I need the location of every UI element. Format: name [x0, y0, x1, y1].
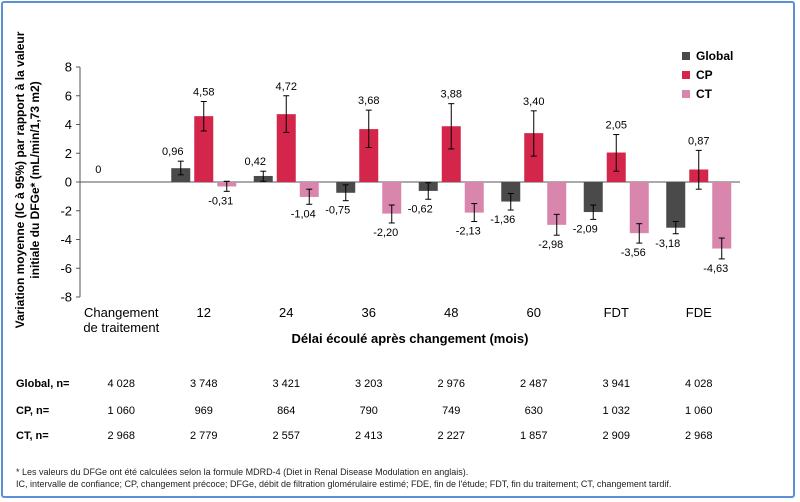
data-label: -2,20	[373, 227, 398, 239]
data-label: -4,63	[703, 263, 728, 275]
x-tick-label: FDT	[604, 305, 629, 320]
n-cell: 2 413	[354, 430, 383, 442]
n-cell: 3 203	[354, 378, 383, 390]
n-row-ct: CT, n= 2 968 2 779 2 557 2 413 2 227 1 857 2 9…	[0, 430, 800, 444]
bar-cp	[441, 126, 461, 182]
n-cell: 969	[194, 405, 213, 417]
data-label: 0	[95, 164, 101, 176]
bar-ct	[547, 182, 567, 225]
data-label: 0,87	[688, 135, 709, 147]
y-tick-label: -2	[60, 203, 72, 218]
footnote-line-2: IC, intervalle de confiance; CP, changem…	[16, 479, 672, 489]
data-label: -3,18	[655, 238, 680, 250]
x-tick-label: 48	[444, 305, 458, 320]
data-label: -0,75	[325, 205, 350, 217]
footnote-line-1: * Les valeurs du DFGe ont été calculées …	[16, 467, 469, 477]
n-cell: 2 909	[602, 430, 631, 442]
n-cell: 4 028	[684, 378, 713, 390]
n-cell: 790	[359, 405, 378, 417]
n-cell: 1 060	[107, 405, 136, 417]
data-label: 3,68	[358, 95, 379, 107]
y-tick-label: 2	[65, 146, 72, 161]
x-tick-label: 24	[279, 305, 293, 320]
n-row-label: CT, n=	[16, 430, 49, 442]
data-label: -1,36	[490, 214, 515, 226]
data-label: 2,05	[606, 120, 627, 132]
y-tick-label: -6	[60, 261, 72, 276]
y-tick-label: 8	[65, 60, 72, 75]
data-label: -1,04	[291, 208, 316, 220]
x-tick-label: 60	[527, 305, 541, 320]
bar-cp	[194, 116, 214, 182]
data-label: 0,42	[245, 156, 266, 168]
x-tick-label: FDE	[686, 305, 712, 320]
n-row-label: Global, n=	[16, 378, 70, 390]
n-cell: 3 941	[602, 378, 631, 390]
bar-ct	[629, 182, 649, 234]
data-label: -2,13	[456, 226, 481, 238]
legend-swatch-global	[682, 52, 690, 60]
n-cell: 1 857	[519, 430, 548, 442]
n-cell: 2 968	[684, 430, 713, 442]
data-label: -2,98	[538, 239, 563, 251]
data-label: -0,31	[208, 195, 233, 207]
x-tick-label: Changement	[84, 305, 159, 320]
bar-cp	[524, 133, 544, 182]
n-cell: 864	[277, 405, 296, 417]
n-row-label: CP, n=	[16, 405, 50, 417]
n-cell: 4 028	[107, 378, 136, 390]
x-tick-label: de traitement	[83, 320, 159, 335]
data-label: 0,96	[162, 146, 183, 158]
bar-ct	[382, 182, 402, 214]
bar-ct	[464, 182, 484, 213]
y-tick-label: -8	[60, 290, 72, 305]
y-tick-label: 4	[65, 117, 72, 132]
n-cell: 3 748	[189, 378, 218, 390]
data-label: 3,88	[441, 89, 462, 101]
legend-label-ct: CT	[696, 87, 713, 101]
n-cell: 1 060	[684, 405, 713, 417]
bar-global	[501, 182, 521, 202]
n-row-cp: CP, n= 1 060 969 864 790 749 630 1 032 1 060	[0, 405, 800, 419]
x-axis-title: Délai écoulé après changement (mois)	[292, 331, 529, 346]
data-label: -2,09	[573, 223, 598, 235]
legend-label-cp: CP	[696, 68, 713, 82]
data-label: -0,62	[408, 203, 433, 215]
data-label: 4,72	[276, 81, 297, 93]
n-cell: 2 487	[519, 378, 548, 390]
n-cell: 2 779	[189, 430, 218, 442]
data-label: 4,58	[193, 87, 214, 99]
bar-global	[666, 182, 686, 228]
n-cell: 2 557	[272, 430, 301, 442]
y-axis-title-line-1: Variation moyenne (IC à 95%) par rapport…	[13, 31, 27, 328]
n-cell: 2 976	[437, 378, 466, 390]
n-cell: 3 421	[272, 378, 301, 390]
x-tick-label: 12	[197, 305, 211, 320]
n-cell: 2 968	[107, 430, 136, 442]
legend-swatch-cp	[682, 71, 690, 79]
n-cell: 749	[442, 405, 461, 417]
y-tick-label: 0	[65, 175, 72, 190]
n-row-global: Global, n= 4 028 3 748 3 421 3 203 2 976 2 48…	[0, 378, 800, 392]
bar-ct	[712, 182, 732, 249]
data-label: -3,56	[621, 247, 646, 259]
n-cell: 2 227	[437, 430, 466, 442]
legend-swatch-ct	[682, 90, 690, 98]
bar-global	[583, 182, 603, 213]
y-tick-label: -4	[60, 232, 72, 247]
x-tick-label: 36	[362, 305, 376, 320]
y-tick-label: 6	[65, 88, 72, 103]
data-label: 3,40	[523, 96, 544, 108]
bar-cp	[359, 129, 379, 182]
legend-label-global: Global	[696, 49, 733, 63]
bar-cp	[276, 114, 296, 182]
y-axis-title-line-2: initiale du DFGe* (mL/min/1,73 m2)	[28, 81, 42, 278]
n-cell: 630	[524, 405, 543, 417]
n-cell: 1 032	[602, 405, 631, 417]
